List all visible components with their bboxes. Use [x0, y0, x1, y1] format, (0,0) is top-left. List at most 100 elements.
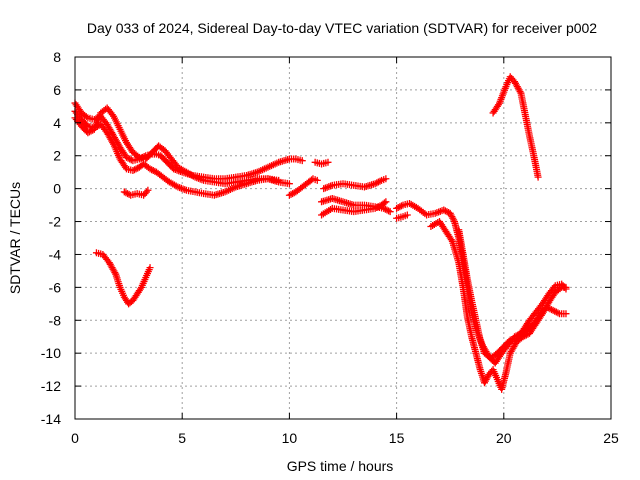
- data-point: [373, 179, 381, 187]
- data-point: [382, 198, 390, 206]
- data-point: [383, 206, 391, 214]
- data-point: [144, 186, 152, 194]
- data-point: [142, 188, 150, 196]
- axis-ticks: 0 5 10 15 20 25 -14 -12 -10 -8 -6 -4 -2 0 2 4 6 8: [41, 49, 619, 446]
- data-point: [386, 208, 394, 216]
- data-point: [136, 285, 144, 293]
- y-tick-label: -14: [41, 411, 61, 427]
- data-point: [393, 204, 401, 212]
- x-tick-label: 10: [282, 430, 298, 446]
- series-track-h: [318, 198, 390, 219]
- data-point: [324, 158, 332, 166]
- y-tick-label: 4: [53, 115, 61, 131]
- y-tick-label: -6: [49, 279, 62, 295]
- data-point: [132, 165, 140, 173]
- data-point: [380, 199, 388, 207]
- data-point: [82, 113, 90, 121]
- y-tick-label: 0: [53, 181, 61, 197]
- data-point: [516, 88, 524, 96]
- data-point: [124, 154, 132, 162]
- data-point: [148, 166, 156, 174]
- data-point: [120, 188, 128, 196]
- data-point: [122, 189, 130, 197]
- data-point: [396, 203, 404, 211]
- data-point: [562, 310, 570, 318]
- series-track-l: [455, 226, 570, 362]
- data-point: [287, 190, 295, 198]
- data-point: [443, 208, 451, 216]
- y-tick-label: 6: [53, 82, 61, 98]
- data-point: [534, 173, 542, 181]
- y-tick-label: -8: [49, 312, 62, 328]
- data-point: [146, 264, 154, 272]
- series-track-m: [489, 73, 542, 181]
- data-point: [440, 206, 448, 214]
- x-tick-label: 15: [389, 430, 405, 446]
- y-tick-label: 2: [53, 148, 61, 164]
- data-point: [522, 331, 530, 339]
- data-point: [126, 155, 134, 163]
- data-point: [548, 306, 556, 314]
- data-point: [285, 191, 293, 199]
- data-point: [298, 157, 306, 165]
- data-point: [549, 306, 557, 314]
- y-axis-label: SDTVAR / TECUs: [7, 182, 23, 294]
- data-point: [450, 216, 458, 224]
- data-point: [374, 203, 382, 211]
- data-point: [87, 127, 95, 135]
- x-tick-label: 20: [496, 430, 512, 446]
- data-point: [554, 309, 562, 317]
- data-point: [551, 307, 559, 315]
- data-point: [374, 178, 382, 186]
- data-point: [373, 204, 381, 212]
- series-track-e: [285, 175, 321, 199]
- y-tick-label: -10: [41, 345, 61, 361]
- data-point: [275, 176, 283, 184]
- data-point: [313, 176, 321, 184]
- data-point: [381, 205, 389, 213]
- data-point: [124, 190, 132, 198]
- grid: [75, 57, 611, 419]
- data-point: [394, 204, 402, 212]
- data-point: [385, 207, 393, 215]
- data-point: [130, 166, 138, 174]
- data-point: [289, 190, 297, 198]
- chart-title: Day 033 of 2024, Sidereal Day-to-day VTE…: [87, 20, 597, 36]
- data-point: [149, 167, 157, 175]
- data-point: [397, 202, 405, 210]
- data-point: [371, 180, 379, 188]
- data-point: [371, 204, 379, 212]
- data-point: [84, 129, 92, 137]
- series-track-f: [320, 175, 390, 193]
- data-point: [134, 152, 142, 160]
- data-point: [562, 285, 570, 293]
- series-track-n: [92, 249, 154, 308]
- data-point: [122, 153, 130, 161]
- data-point: [146, 165, 154, 173]
- y-tick-label: 8: [53, 49, 61, 65]
- data-point: [447, 236, 455, 244]
- data-point: [403, 211, 411, 219]
- data-point: [85, 128, 93, 136]
- data-point: [441, 207, 449, 215]
- x-tick-label: 5: [178, 430, 186, 446]
- series-track-o: [120, 186, 152, 199]
- plot-border: [74, 56, 612, 420]
- data-point: [561, 283, 569, 291]
- data-point: [382, 175, 390, 183]
- data-point: [552, 308, 560, 316]
- y-tick-label: -2: [49, 214, 62, 230]
- x-axis-label: GPS time / hours: [287, 458, 394, 474]
- series-track-c: [71, 104, 283, 188]
- data-point: [111, 269, 119, 277]
- y-tick-label: -12: [41, 378, 61, 394]
- x-tick-label: 0: [71, 430, 79, 446]
- data-point: [285, 180, 293, 188]
- data-point: [521, 332, 529, 340]
- y-tick-label: -4: [49, 246, 62, 262]
- data-point: [376, 177, 384, 185]
- data-point: [108, 111, 116, 119]
- series-track-d: [311, 158, 332, 168]
- x-tick-label: 25: [603, 430, 619, 446]
